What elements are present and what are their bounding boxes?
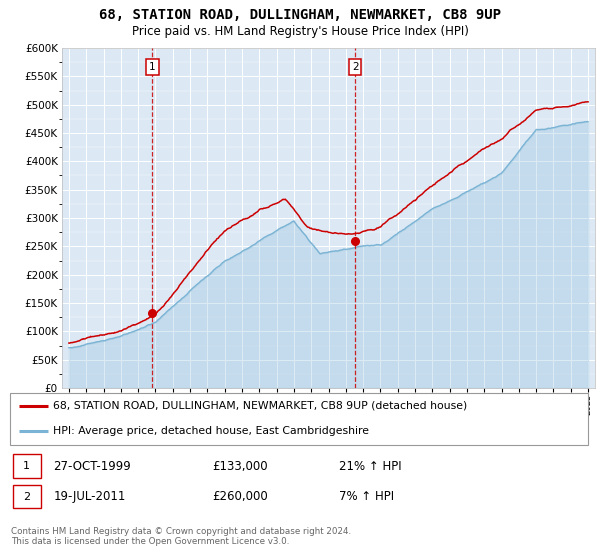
Text: 19-JUL-2011: 19-JUL-2011 xyxy=(53,490,126,503)
Text: 2: 2 xyxy=(23,492,31,502)
Bar xyxy=(13,485,41,508)
Text: 21% ↑ HPI: 21% ↑ HPI xyxy=(340,460,402,473)
Text: 1: 1 xyxy=(23,461,30,471)
Text: 2: 2 xyxy=(352,62,358,72)
Text: HPI: Average price, detached house, East Cambridgeshire: HPI: Average price, detached house, East… xyxy=(53,426,370,436)
Text: 1: 1 xyxy=(149,62,155,72)
Text: £133,000: £133,000 xyxy=(212,460,268,473)
Bar xyxy=(13,454,41,478)
Text: £260,000: £260,000 xyxy=(212,490,268,503)
Text: Price paid vs. HM Land Registry's House Price Index (HPI): Price paid vs. HM Land Registry's House … xyxy=(131,25,469,38)
Text: Contains HM Land Registry data © Crown copyright and database right 2024.
This d: Contains HM Land Registry data © Crown c… xyxy=(11,526,351,546)
Text: 27-OCT-1999: 27-OCT-1999 xyxy=(53,460,131,473)
Text: 7% ↑ HPI: 7% ↑ HPI xyxy=(340,490,395,503)
Text: 68, STATION ROAD, DULLINGHAM, NEWMARKET, CB8 9UP (detached house): 68, STATION ROAD, DULLINGHAM, NEWMARKET,… xyxy=(53,401,467,411)
Text: 68, STATION ROAD, DULLINGHAM, NEWMARKET, CB8 9UP: 68, STATION ROAD, DULLINGHAM, NEWMARKET,… xyxy=(99,8,501,22)
